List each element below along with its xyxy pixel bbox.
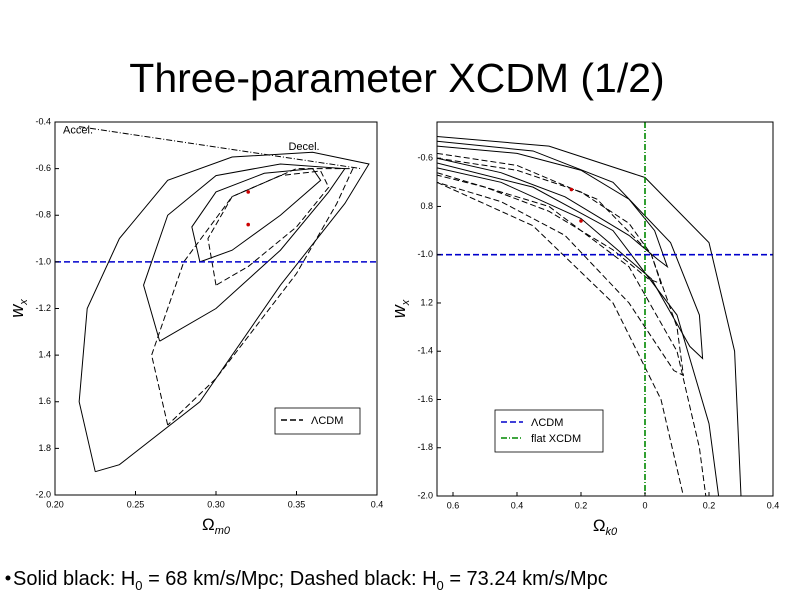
curve bbox=[78, 151, 370, 473]
footer-text: Solid black: H bbox=[13, 568, 135, 590]
y-axis-label: wx bbox=[389, 299, 412, 318]
curve bbox=[437, 162, 720, 496]
x-axis-label: Ωm0 bbox=[202, 515, 231, 537]
x-tick-label: 0.4 bbox=[767, 500, 780, 510]
x-axis-label-sub: m0 bbox=[215, 525, 231, 537]
curve bbox=[151, 168, 354, 426]
y-tick-label: -0.8 bbox=[35, 210, 51, 220]
curve bbox=[437, 172, 707, 496]
legend-label: flat XCDM bbox=[531, 433, 581, 445]
point bbox=[246, 190, 250, 194]
footer-sub: 0 bbox=[135, 578, 142, 593]
curve bbox=[437, 157, 662, 285]
y-tick-label: -0.6 bbox=[417, 153, 433, 163]
x-axis-label-main: Ω bbox=[593, 516, 606, 535]
footer-text: = 73.24 km/s/Mpc bbox=[444, 568, 608, 590]
y-tick-label: 1.8 bbox=[38, 443, 51, 453]
x-tick-label: 0.25 bbox=[127, 499, 145, 509]
point bbox=[246, 222, 250, 227]
bullet bbox=[5, 575, 11, 581]
x-tick-label: 0.4 bbox=[371, 499, 384, 509]
footer: Solid black: H0 = 68 km/s/Mpc; Dashed bl… bbox=[13, 568, 608, 593]
plot-frame bbox=[436, 121, 774, 497]
y-tick-label: -1.0 bbox=[35, 256, 51, 266]
y-tick-label: -1.8 bbox=[417, 442, 433, 452]
legend-box bbox=[494, 409, 604, 453]
annotation: Accel. bbox=[63, 125, 93, 137]
footer-text: = 68 km/s/Mpc; Dashed black: H bbox=[143, 568, 437, 590]
y-tick-label: 0.8 bbox=[420, 201, 433, 211]
x-tick-label: 0.4 bbox=[511, 500, 524, 510]
y-tick-label: 1.2 bbox=[420, 297, 433, 307]
y-tick-label: 1.6 bbox=[38, 396, 51, 406]
curve bbox=[437, 152, 685, 377]
y-tick-label: -0.4 bbox=[35, 116, 51, 126]
x-axis-label: Ωk0 bbox=[593, 516, 618, 538]
curve bbox=[437, 145, 669, 269]
y-axis-label-main: w bbox=[7, 304, 27, 318]
curve bbox=[191, 168, 322, 263]
plot-area bbox=[55, 126, 377, 473]
y-tick-label: -1.2 bbox=[35, 303, 51, 313]
y-tick-label: -2.0 bbox=[417, 490, 433, 500]
y-tick-label: 1.4 bbox=[38, 350, 51, 360]
y-tick-label: -0.6 bbox=[35, 163, 51, 173]
y-axis-label-sub: x bbox=[400, 299, 412, 306]
plot-area bbox=[437, 122, 773, 496]
x-tick-label: 0.6 bbox=[447, 500, 460, 510]
footer-sub: 0 bbox=[437, 578, 444, 593]
x-tick-label: 0.30 bbox=[207, 499, 225, 509]
y-axis-label: wx bbox=[7, 299, 30, 318]
x-axis-label-main: Ω bbox=[202, 515, 215, 534]
x-tick-label: 0.2 bbox=[703, 500, 716, 510]
y-axis-label-main: w bbox=[389, 304, 409, 318]
legend-box bbox=[274, 407, 361, 435]
x-tick-label: 0.20 bbox=[46, 499, 64, 509]
y-tick-label: -1.6 bbox=[417, 394, 433, 404]
y-axis-label-sub: x bbox=[18, 299, 30, 306]
curve bbox=[437, 135, 742, 496]
legend-label: ΛCDM bbox=[311, 415, 343, 427]
x-tick-label: 0.2 bbox=[575, 500, 588, 510]
x-tick-label: 0 bbox=[642, 500, 647, 510]
y-tick-label: -1.4 bbox=[417, 346, 433, 356]
slide-title: Three-parameter XCDM (1/2) bbox=[129, 55, 664, 101]
x-axis-label-sub: k0 bbox=[606, 526, 619, 538]
curve bbox=[207, 170, 330, 286]
annotation: Decel. bbox=[288, 141, 319, 153]
point bbox=[569, 187, 574, 192]
point bbox=[579, 219, 583, 223]
curve bbox=[143, 163, 346, 342]
legend-label: ΛCDM bbox=[531, 417, 563, 429]
y-tick-label: -2.0 bbox=[35, 489, 51, 499]
curve bbox=[437, 140, 704, 360]
curve bbox=[79, 126, 361, 170]
curve bbox=[437, 181, 684, 496]
y-tick-label: -1.0 bbox=[417, 249, 433, 259]
x-tick-label: 0.35 bbox=[288, 499, 306, 509]
